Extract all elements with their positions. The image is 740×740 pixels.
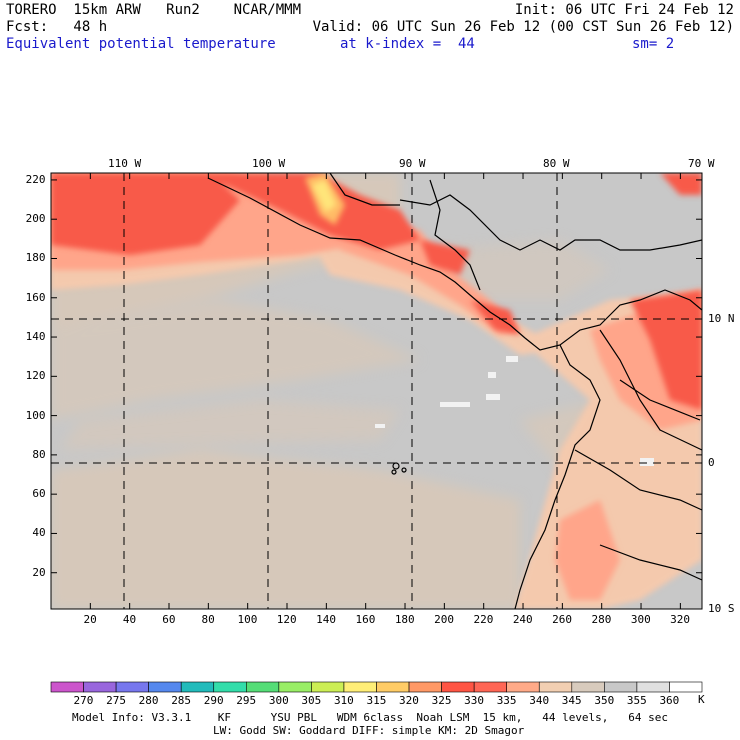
legend-label: 315 (366, 694, 387, 707)
legend-swatch (278, 681, 312, 693)
physics-info: LW: Godd SW: Goddard DIFF: simple KM: 2D… (213, 724, 525, 737)
legend-label: 350 (594, 694, 615, 707)
y-tick-label: 40 (32, 526, 46, 540)
legend-label: 360 (659, 694, 680, 707)
legend-label: 270 (73, 694, 94, 707)
legend-swatch (376, 681, 410, 693)
legend-label: 300 (268, 694, 289, 707)
plot-frame (50, 172, 703, 610)
x-axis-ticks (89, 173, 681, 609)
legend-swatch (83, 681, 117, 693)
legend-label: 290 (203, 694, 224, 707)
legend-swatch (473, 681, 507, 693)
legend-label: 285 (171, 694, 192, 707)
lon-label: 110 W (108, 157, 142, 170)
model-title: TORERO 15km ARW Run2 NCAR/MMM (6, 2, 302, 18)
x-tick-label: 320 (670, 613, 691, 626)
legend-label: 320 (399, 694, 419, 707)
legend-swatch (115, 681, 149, 693)
legend-swatch (408, 681, 442, 693)
y-tick-label: 200 (25, 212, 46, 226)
legend-swatch (636, 681, 670, 693)
legend-swatch (246, 681, 280, 693)
model-info: Model Info: V3.3.1 KF YSU PBL WDM 6class… (72, 711, 669, 724)
lon-label: 70 W (688, 157, 715, 170)
legend-colorbar (50, 681, 703, 693)
legend-label: 340 (529, 694, 550, 707)
legend-swatch (180, 681, 215, 693)
y-axis-ticks (51, 179, 702, 574)
smoothing: sm= 2 (632, 36, 675, 52)
legend-swatch (343, 681, 377, 693)
graticule (51, 173, 702, 609)
y-tick-label: 160 (25, 290, 46, 304)
x-tick-label: 220 (473, 613, 494, 626)
x-tick-label: 240 (512, 613, 533, 626)
y-tick-label: 180 (25, 251, 46, 265)
init-time: Init: 06 UTC Fri 24 Feb 12 (514, 2, 734, 18)
legend-swatch (669, 681, 703, 693)
legend-label: 345 (561, 694, 582, 707)
y-tick-label: 140 (25, 330, 46, 344)
y-tick-label: 120 (25, 369, 46, 383)
y-tick-label: 80 (32, 447, 46, 461)
lat-label: 10 S (708, 602, 735, 615)
lat-label: 10 N (708, 312, 735, 325)
legend-swatch (148, 681, 182, 693)
lon-label: 90 W (399, 157, 426, 170)
legend-label: 280 (138, 694, 159, 707)
legend-label: 330 (464, 694, 485, 707)
y-tick-label: 60 (32, 487, 46, 501)
valid-time: Valid: 06 UTC Sun 26 Feb 12 (00 CST Sun … (312, 19, 734, 35)
x-tick-label: 40 (122, 613, 137, 626)
legend-swatch (604, 681, 638, 693)
x-tick-label: 280 (591, 613, 612, 626)
lon-label: 100 W (252, 157, 286, 170)
forecast-hour: Fcst: 48 h (6, 19, 108, 35)
legend-label: 335 (496, 694, 517, 707)
x-tick-label: 260 (552, 613, 573, 626)
field-shading (51, 173, 702, 609)
x-tick-label: 100 (237, 613, 258, 626)
legend-swatch (311, 681, 345, 693)
legend-swatch (441, 681, 475, 693)
level-index: at k-index = 44 (340, 36, 475, 52)
x-tick-label: 120 (276, 613, 297, 626)
y-tick-label: 220 (25, 172, 46, 186)
legend-label: 355 (626, 694, 647, 707)
legend-unit: K (698, 693, 705, 706)
y-tick-label: 100 (25, 408, 46, 422)
legend-swatch (50, 681, 84, 693)
x-tick-label: 20 (83, 613, 97, 626)
legend-swatch (571, 681, 605, 693)
x-tick-label: 300 (630, 613, 651, 626)
y-tick-label: 20 (32, 565, 46, 579)
x-tick-label: 160 (355, 613, 376, 626)
legend-label: 275 (106, 694, 126, 707)
x-tick-label: 80 (201, 613, 215, 626)
legend-swatch (506, 681, 540, 693)
x-tick-label: 140 (316, 613, 337, 626)
lat-label: 0 (708, 456, 715, 469)
x-tick-label: 60 (162, 613, 176, 626)
legend-label: 305 (301, 694, 322, 707)
field-name: Equivalent potential temperature (6, 36, 276, 52)
x-tick-label: 180 (394, 613, 415, 626)
legend-label: 295 (236, 694, 257, 707)
legend-label: 325 (431, 694, 452, 707)
x-tick-label: 200 (434, 613, 455, 626)
legend-swatch (213, 681, 247, 693)
lon-label: 80 W (543, 157, 570, 170)
legend-label: 310 (333, 694, 354, 707)
legend-swatch (538, 681, 573, 693)
